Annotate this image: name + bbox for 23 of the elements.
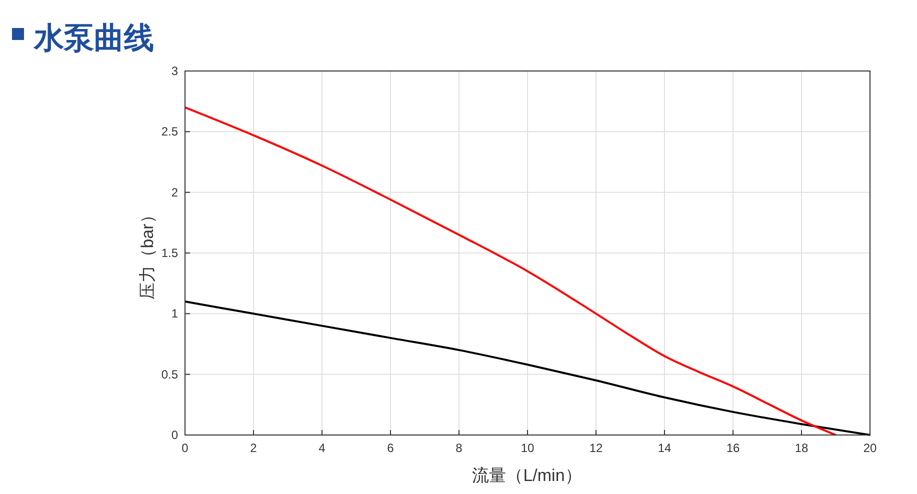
y-axis-title: 压力（bar） — [138, 206, 157, 300]
x-tick-label: 12 — [589, 441, 603, 455]
y-tick-label: 2 — [171, 185, 178, 200]
x-tick-label: 14 — [658, 441, 672, 455]
chart-title: 水泵曲线 — [33, 22, 154, 55]
line-series — [184, 300, 871, 436]
x-tick-label: 8 — [456, 441, 463, 455]
y-tick-label: 1 — [171, 306, 178, 321]
x-tick-label: 2 — [250, 441, 258, 455]
y-tick-label: 1.5 — [161, 246, 178, 260]
x-tick-label: 10 — [520, 441, 534, 455]
x-tick-label: 20 — [863, 441, 877, 455]
y-tick-label: 0 — [171, 428, 178, 442]
x-tick-label: 6 — [387, 441, 394, 455]
x-axis-title: 流量（L/min） — [472, 466, 582, 485]
y-tick-label: 3 — [171, 64, 178, 78]
line-series — [184, 106, 837, 436]
x-tick-label: 16 — [726, 441, 740, 455]
x-tick-label: 18 — [794, 441, 808, 455]
y-tick-label: 2.5 — [161, 124, 178, 139]
x-tick-label: 4 — [318, 441, 326, 455]
y-tick-label: 0.5 — [161, 367, 178, 382]
x-tick-label: 0 — [182, 441, 189, 455]
